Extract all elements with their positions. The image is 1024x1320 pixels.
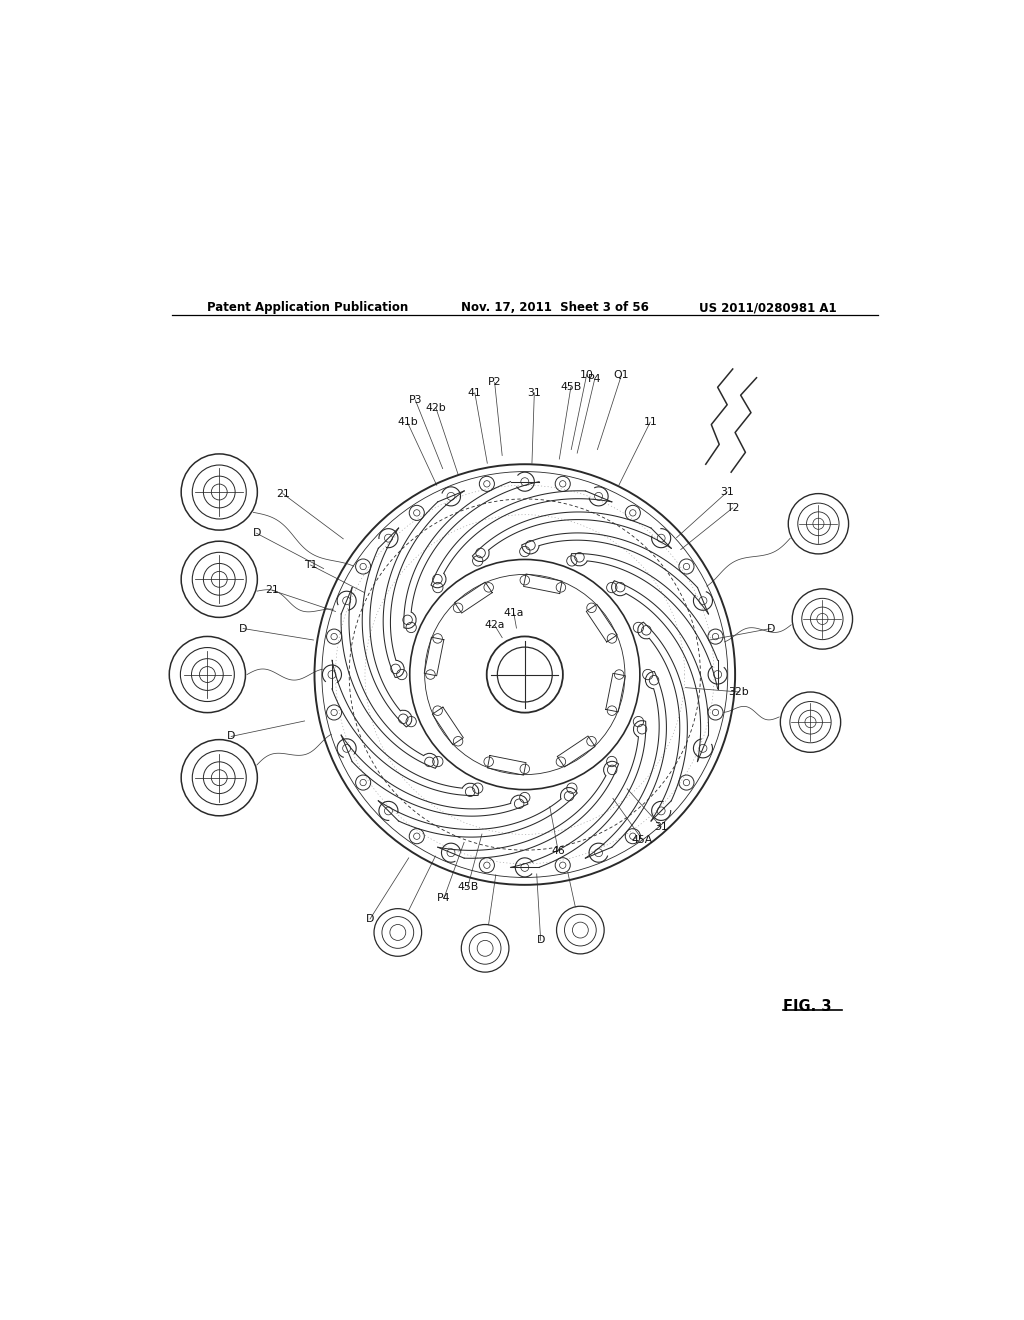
Text: 31: 31 [654, 822, 669, 832]
Text: 31: 31 [527, 388, 542, 397]
Text: Patent Application Publication: Patent Application Publication [207, 301, 409, 314]
Text: 45B: 45B [560, 383, 582, 392]
Text: 41: 41 [468, 388, 481, 397]
Text: 41b: 41b [397, 417, 418, 428]
Text: US 2011/0280981 A1: US 2011/0280981 A1 [699, 301, 837, 314]
Text: 45B: 45B [457, 882, 478, 892]
Text: D: D [227, 731, 236, 742]
Text: P3: P3 [409, 395, 422, 405]
Text: FIG. 3: FIG. 3 [782, 999, 831, 1014]
Text: 32b: 32b [729, 686, 750, 697]
Text: D: D [767, 623, 775, 634]
Text: T1: T1 [304, 560, 317, 570]
Text: 11: 11 [643, 417, 657, 428]
Text: D: D [366, 913, 374, 924]
Text: D: D [537, 936, 545, 945]
Text: 42a: 42a [484, 620, 505, 631]
Text: P2: P2 [487, 378, 502, 388]
Text: Q1: Q1 [613, 370, 630, 380]
Text: 21: 21 [265, 585, 280, 595]
Text: 46: 46 [551, 846, 565, 855]
Text: 21: 21 [275, 488, 290, 499]
Text: 42b: 42b [426, 403, 446, 413]
Text: Nov. 17, 2011  Sheet 3 of 56: Nov. 17, 2011 Sheet 3 of 56 [461, 301, 649, 314]
Text: T2: T2 [726, 503, 739, 513]
Text: P4: P4 [588, 375, 601, 384]
Text: 10: 10 [580, 370, 594, 380]
Text: 31: 31 [720, 487, 734, 498]
Text: 41a: 41a [504, 607, 524, 618]
Text: D: D [239, 623, 247, 634]
Text: P4: P4 [437, 894, 451, 903]
Text: D: D [252, 528, 261, 539]
Text: 45A: 45A [632, 834, 653, 845]
